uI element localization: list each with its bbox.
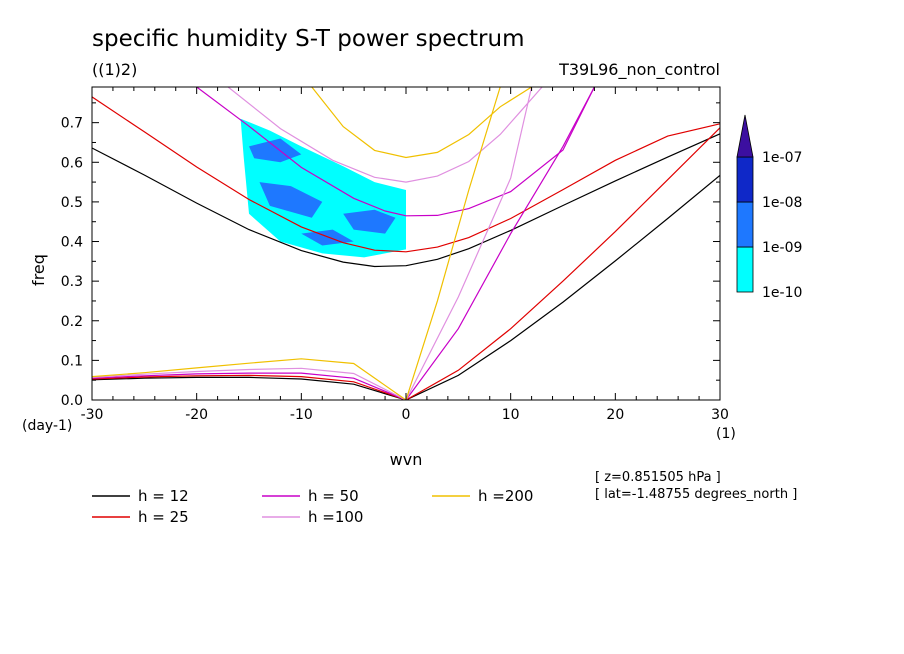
curve-h25-branch-0	[92, 96, 720, 253]
curve-h100-branch-2	[405, 87, 533, 400]
curve-h12-branch-1	[92, 376, 407, 400]
curve-h200-branch-1	[92, 358, 407, 400]
dispersion-curves	[92, 87, 720, 400]
legend-label: h = 25	[138, 508, 189, 526]
colorbar: 1e-10 1e-09 1e-08 1e-07	[736, 114, 802, 301]
x-tick-label: -10	[290, 407, 313, 423]
shaded-region-2	[343, 209, 396, 234]
y-tick-label: 0.2	[61, 314, 83, 330]
legend-label: h =100	[308, 508, 363, 526]
plot-area: -30 -20 -10 0 10 20 30 0.0 0.1 0.2 0.3 0.4 0.5 0.6 0.7	[61, 86, 729, 423]
y-tick-label: 0.6	[61, 155, 83, 171]
colorbar-cell-1	[736, 201, 754, 248]
colorbar-label: 1e-07	[762, 150, 802, 166]
colorbar-label: 1e-09	[762, 240, 802, 256]
axis-ticks: -30 -20 -10 0 10 20 30 0.0 0.1 0.2 0.3 0.4 0.5 0.6 0.7	[61, 87, 729, 423]
chart-title: specific humidity S-T power spectrum	[92, 26, 524, 52]
y-tick-label: 0.1	[61, 353, 83, 369]
x-tick-label: 10	[502, 407, 520, 423]
x-axis-label: wvn	[390, 450, 423, 469]
x-tick-label: -20	[185, 407, 208, 423]
x-tick-label: 30	[711, 407, 729, 423]
legend-label: h =200	[478, 487, 533, 505]
y-tick-label: 0.0	[61, 393, 83, 409]
curve-h50-branch-2	[405, 87, 595, 400]
y-tick-label: 0.3	[61, 274, 83, 290]
curve-h12-branch-2	[405, 174, 720, 400]
legend: h = 12 h = 25 h = 50 h =100 h =200	[92, 487, 533, 526]
curve-h200-branch-2	[405, 87, 501, 400]
colorbar-cell-2	[736, 156, 754, 203]
x-axis-unit: (1)	[716, 426, 736, 442]
curve-h50-branch-0	[196, 87, 595, 217]
curve-h25-branch-2	[405, 127, 720, 400]
y-tick-label: 0.7	[61, 116, 83, 132]
info-latitude: [ lat=-1.48755 degrees_north ]	[595, 487, 797, 502]
curve-h25-branch-1	[92, 374, 407, 400]
curve-h200-branch-0	[311, 87, 532, 159]
colorbar-extend-arrow	[736, 114, 754, 158]
chart-subtitle-right: T39L96_non_control	[558, 60, 720, 80]
colorbar-label: 1e-10	[762, 285, 802, 301]
info-z-level: [ z=0.851505 hPa ]	[595, 470, 721, 485]
colorbar-label: 1e-08	[762, 195, 802, 211]
y-axis-unit: (day-1)	[22, 418, 72, 434]
legend-label: h = 12	[138, 487, 189, 505]
x-tick-label: -30	[81, 407, 104, 423]
curve-h100-branch-0	[227, 87, 543, 183]
curve-h100-branch-1	[92, 367, 407, 400]
chart-subtitle-left: ((1)2)	[92, 60, 137, 79]
curve-h50-branch-1	[92, 372, 407, 400]
y-tick-label: 0.4	[61, 235, 83, 251]
colorbar-cell-0	[736, 246, 754, 293]
x-tick-label: 20	[606, 407, 624, 423]
curve-h12-branch-0	[92, 133, 720, 268]
legend-label: h = 50	[308, 487, 359, 505]
x-tick-label: 0	[402, 407, 411, 423]
y-axis-label: freq	[29, 254, 48, 286]
shaded-region-1	[259, 182, 323, 218]
y-tick-label: 0.5	[61, 195, 83, 211]
